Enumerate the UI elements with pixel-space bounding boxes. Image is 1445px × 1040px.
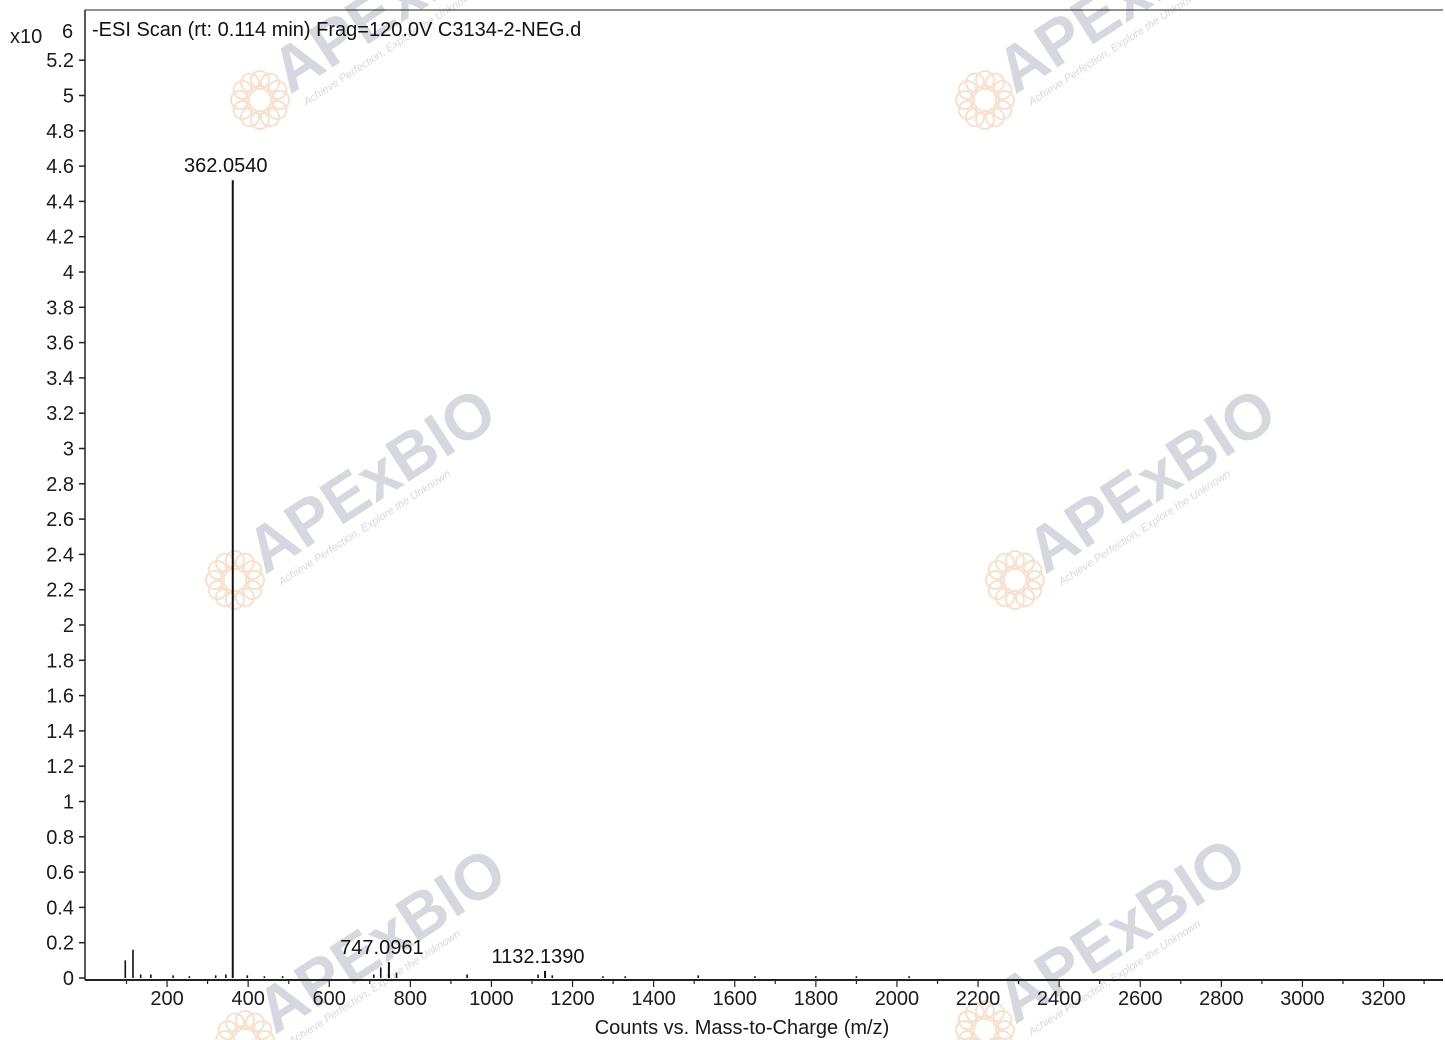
watermark-logo <box>230 70 290 130</box>
y-tick-label: 0.2 <box>46 933 74 955</box>
peak-label: 747.0961 <box>340 937 423 959</box>
watermark-brand: APExBIO <box>983 0 1258 107</box>
y-tick-label: 3.8 <box>46 297 74 319</box>
x-tick-label: 1200 <box>550 988 595 1010</box>
y-tick-label: 5 <box>63 86 74 108</box>
y-tick-label: 1.6 <box>46 686 74 708</box>
watermark-logo <box>985 550 1045 610</box>
y-tick-label: 0.6 <box>46 862 74 884</box>
y-tick-label: 3.2 <box>46 403 74 425</box>
y-tick-label: 4.4 <box>46 191 74 213</box>
x-tick-label: 1400 <box>631 988 676 1010</box>
x-tick-label: 600 <box>313 988 346 1010</box>
y-tick-label: 5.2 <box>46 50 74 72</box>
watermark-brand: APExBIO <box>1013 373 1288 586</box>
spectrum-bars <box>124 180 910 978</box>
y-tick-label: 2.2 <box>46 580 74 602</box>
peak-labels: 362.0540 747.0961 1132.1390 <box>184 155 585 968</box>
y-multiplier: x10 <box>10 26 42 48</box>
y-tick-label: 1.8 <box>46 650 74 672</box>
axes: 0 0.2 0.4 0.6 0.8 1 1.2 1.4 1.6 1.8 2 2.2 2.4 2.6 2.8 3… <box>46 9 1443 1010</box>
y-tick-label: 4.6 <box>46 156 74 178</box>
x-ticks: 200 400 600 800 1000 1200 1400 1600 1800 2000 2200… <box>125 980 1425 1010</box>
y-exponent: 6 <box>62 21 73 43</box>
x-tick-label: 2800 <box>1199 988 1244 1010</box>
y-tick-label: 0 <box>63 968 74 990</box>
x-tick-label: 2000 <box>875 988 920 1010</box>
y-tick-label: 2.8 <box>46 474 74 496</box>
y-tick-label: 4.2 <box>46 227 74 249</box>
watermark-logo <box>955 1000 1015 1040</box>
y-tick-label: 2.6 <box>46 509 74 531</box>
peak-label: 362.0540 <box>184 155 267 177</box>
y-tick-label: 1 <box>63 792 74 814</box>
y-ticks: 0 0.2 0.4 0.6 0.8 1 1.2 1.4 1.6 1.8 2 2.2 2.4 2.6 2.8 3… <box>46 50 85 990</box>
y-tick-label: 2.4 <box>46 544 74 566</box>
x-tick-label: 1800 <box>794 988 839 1010</box>
watermark-logo <box>955 70 1015 130</box>
y-tick-label: 3 <box>63 439 74 461</box>
x-axis-label: Counts vs. Mass-to-Charge (m/z) <box>595 1017 890 1039</box>
chart-title: -ESI Scan (rt: 0.114 min) Frag=120.0V C3… <box>92 19 581 41</box>
x-tick-label: 400 <box>231 988 264 1010</box>
y-tick-label: 3.6 <box>46 333 74 355</box>
watermark-brand: APExBIO <box>233 373 508 586</box>
x-tick-label: 1600 <box>712 988 757 1010</box>
x-tick-label: 2200 <box>956 988 1001 1010</box>
x-tick-label: 3000 <box>1280 988 1325 1010</box>
y-tick-label: 0.4 <box>46 897 74 919</box>
x-tick-label: 1000 <box>469 988 514 1010</box>
x-tick-label: 3200 <box>1361 988 1406 1010</box>
y-tick-label: 4 <box>63 262 74 284</box>
y-tick-label: 4.8 <box>46 121 74 143</box>
y-tick-label: 1.4 <box>46 721 74 743</box>
y-tick-label: 3.4 <box>46 368 74 390</box>
y-tick-label: 2 <box>63 615 74 637</box>
x-tick-label: 800 <box>394 988 427 1010</box>
watermark-logo <box>215 1010 275 1040</box>
watermark-brand: APExBIO <box>258 0 533 107</box>
y-tick-label: 1.2 <box>46 756 74 778</box>
y-tick-label: 0.8 <box>46 827 74 849</box>
x-tick-label: 2600 <box>1118 988 1163 1010</box>
peak-label: 1132.1390 <box>491 946 584 968</box>
watermark-logo <box>205 550 265 610</box>
x-tick-label: 2400 <box>1037 988 1082 1010</box>
x-tick-label: 200 <box>150 988 183 1010</box>
